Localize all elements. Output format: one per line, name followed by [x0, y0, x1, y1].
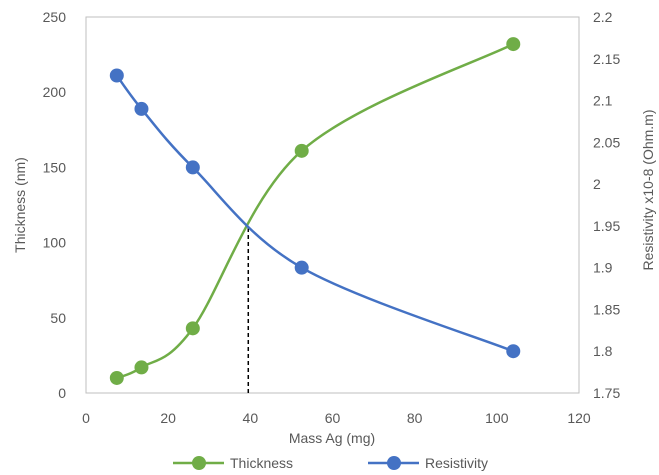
- x-tick-label: 40: [243, 410, 259, 426]
- legend-label-thickness: Thickness: [230, 455, 293, 471]
- series-group: [109, 37, 521, 385]
- legend-label-resistivity: Resistivity: [425, 455, 488, 471]
- plot-area-border: [85, 16, 580, 394]
- x-tick-label: 60: [325, 410, 341, 426]
- data-point-thickness: [134, 360, 149, 375]
- x-tick-label: 120: [567, 410, 591, 426]
- y2-tick-label: 2.15: [593, 51, 620, 67]
- y2-tick-label: 1.85: [593, 301, 620, 317]
- legend-item-resistivity: Resistivity: [368, 455, 488, 471]
- y-tick-label: 0: [58, 385, 66, 401]
- y2-tick-label: 1.9: [593, 260, 613, 276]
- data-point-thickness: [185, 321, 200, 336]
- y-axis-title: Thickness (nm): [12, 157, 28, 253]
- y-tick-label: 250: [43, 9, 67, 25]
- y2-tick-label: 2.1: [593, 93, 613, 109]
- y2-tick-label: 2.05: [593, 134, 620, 150]
- y-tick-label: 150: [43, 159, 67, 175]
- legend-marker-resistivity: [387, 456, 401, 470]
- data-point-resistivity: [134, 101, 149, 116]
- y-tick-label: 200: [43, 84, 67, 100]
- data-point-thickness: [506, 37, 521, 52]
- x-tick-label: 100: [485, 410, 509, 426]
- data-point-thickness: [294, 143, 309, 158]
- data-point-resistivity: [185, 160, 200, 175]
- x-tick-label: 0: [82, 410, 90, 426]
- y2-tick-label: 1.75: [593, 385, 620, 401]
- legend: Thickness Resistivity: [173, 455, 488, 471]
- x-tick-label: 20: [160, 410, 176, 426]
- data-point-thickness: [109, 370, 124, 385]
- legend-item-thickness: Thickness: [173, 455, 293, 471]
- x-tick-label: 80: [407, 410, 423, 426]
- data-point-resistivity: [506, 344, 521, 359]
- data-point-resistivity: [109, 68, 124, 83]
- y-tick-label: 50: [50, 310, 66, 326]
- y2-tick-label: 2: [593, 176, 601, 192]
- y2-tick-label: 1.8: [593, 343, 613, 359]
- series-line-resistivity: [115, 74, 514, 353]
- series-line-thickness: [116, 42, 514, 380]
- y2-tick-label: 1.95: [593, 218, 620, 234]
- x-axis-ticks: 0 20 40 60 80 100 120: [82, 410, 591, 426]
- legend-marker-thickness: [192, 456, 206, 470]
- y-axis-ticks: 0 50 100 150 200 250: [43, 9, 67, 401]
- y2-axis-ticks: 1.75 1.8 1.85 1.9 1.95 2 2.05 2.1 2.15 2.2: [593, 9, 620, 401]
- y2-tick-label: 2.2: [593, 9, 613, 25]
- x-axis-title: Mass Ag (mg): [289, 430, 375, 446]
- y-tick-label: 100: [43, 235, 67, 251]
- data-point-resistivity: [294, 260, 309, 275]
- y2-axis-title: Resistivity x10-8 (Ohm.m): [640, 109, 656, 270]
